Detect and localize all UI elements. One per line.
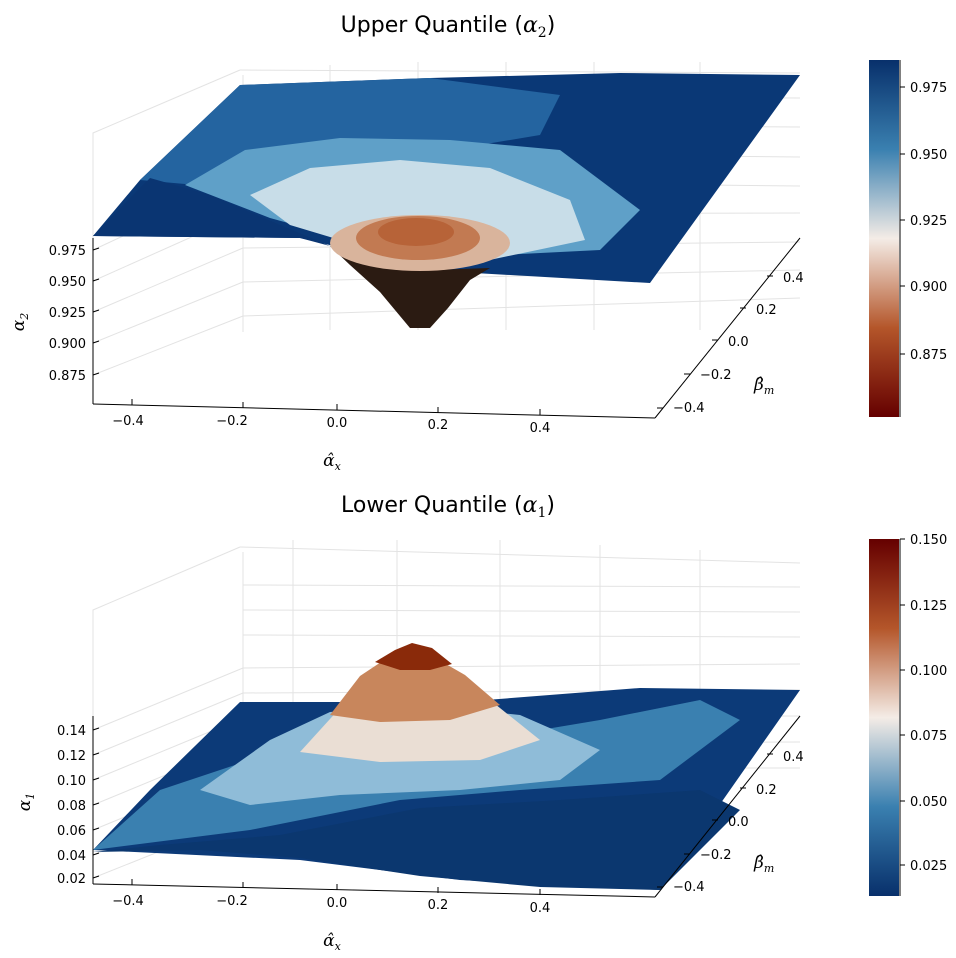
dip-funnel — [330, 246, 490, 328]
z-tick-label: 0.900 — [49, 337, 86, 352]
y-tick-label: 0.0 — [728, 815, 749, 830]
colorbar-tick-label: 0.100 — [910, 664, 947, 679]
x-tick-label: 0.2 — [428, 898, 449, 913]
y-tick-label: −0.2 — [700, 368, 732, 383]
y-tick-label: 0.4 — [783, 750, 804, 765]
x-axis-label: α̂x — [323, 451, 341, 473]
colorbar-tick-label: 0.150 — [910, 533, 947, 548]
x-tick-label: 0.2 — [428, 418, 449, 433]
surface-front-edge — [93, 178, 330, 246]
z-tick-label: 0.06 — [57, 824, 86, 839]
x-axis-label: α̂x — [323, 931, 341, 953]
surface-front-dark — [93, 790, 740, 890]
colorbar-tick-label: 0.950 — [910, 148, 947, 163]
y-axis: −0.4 −0.2 0.0 0.2 0.4 β̂m — [654, 237, 804, 419]
chart-title: Lower Quantile (α1) — [341, 493, 555, 521]
colorbar-tick-label: 0.025 — [910, 859, 947, 874]
colorbar-tick-label: 0.075 — [910, 729, 947, 744]
y-tick-label: −0.4 — [673, 880, 705, 895]
z-axis-label: α1 — [15, 793, 37, 811]
y-tick-label: 0.0 — [728, 335, 749, 350]
y-tick-label: −0.2 — [700, 848, 732, 863]
y-tick-label: −0.4 — [673, 401, 705, 416]
z-tick-label: 0.925 — [49, 306, 86, 321]
peak-top — [375, 643, 452, 670]
z-axis: 0.02 0.04 0.06 0.08 0.10 0.12 0.14 α1 — [15, 716, 100, 887]
peak-mid — [330, 652, 500, 722]
x-tick-label: −0.2 — [216, 894, 248, 909]
z-axis: 0.875 0.900 0.925 0.950 0.975 α2 — [9, 238, 100, 404]
x-tick-label: −0.2 — [216, 414, 248, 429]
surface — [93, 643, 800, 890]
z-tick-label: 0.975 — [49, 244, 86, 259]
y-axis: −0.4 −0.2 0.0 0.2 0.4 β̂m — [654, 715, 804, 898]
x-axis: −0.4 −0.2 0.0 0.2 0.4 α̂x — [92, 399, 656, 473]
upper-quantile-panel: Upper Quantile (α2) — [9, 13, 947, 473]
colorbar-tick-label: 0.875 — [910, 348, 947, 363]
lower-quantile-panel: Lower Quantile (α1) — [15, 493, 947, 953]
x-tick-label: 0.0 — [327, 896, 348, 911]
y-axis-label: β̂m — [753, 853, 774, 875]
z-tick-label: 0.950 — [49, 275, 86, 290]
x-tick-label: 0.0 — [327, 416, 348, 431]
x-tick-label: −0.4 — [112, 894, 144, 909]
z-axis-label: α2 — [9, 313, 31, 331]
z-tick-label: 0.04 — [57, 849, 86, 864]
z-tick-label: 0.10 — [57, 774, 86, 789]
x-tick-label: 0.4 — [530, 901, 551, 916]
y-tick-label: 0.2 — [756, 303, 777, 318]
colorbar: 0.875 0.900 0.925 0.950 0.975 — [869, 60, 947, 417]
y-tick-label: 0.2 — [756, 783, 777, 798]
dip-core — [378, 218, 454, 246]
colorbar-tick-label: 0.125 — [910, 599, 947, 614]
z-tick-label: 0.08 — [57, 799, 86, 814]
colorbar-gradient — [869, 539, 899, 896]
colorbar-gradient — [869, 60, 899, 417]
chart-title: Upper Quantile (α2) — [341, 13, 556, 41]
colorbar-tick-label: 0.975 — [910, 81, 947, 96]
y-tick-label: 0.4 — [783, 271, 804, 286]
colorbar-tick-label: 0.925 — [910, 214, 947, 229]
z-tick-label: 0.875 — [49, 369, 86, 384]
x-tick-label: 0.4 — [530, 421, 551, 436]
z-tick-label: 0.14 — [57, 724, 86, 739]
colorbar: 0.025 0.050 0.075 0.100 0.125 0.150 — [869, 533, 947, 896]
colorbar-tick-label: 0.900 — [910, 280, 947, 295]
z-tick-label: 0.02 — [57, 872, 86, 887]
x-axis: −0.4 −0.2 0.0 0.2 0.4 α̂x — [92, 879, 656, 953]
z-tick-label: 0.12 — [57, 749, 86, 764]
surface — [93, 73, 800, 328]
colorbar-tick-label: 0.050 — [910, 795, 947, 810]
y-axis-label: β̂m — [753, 375, 774, 397]
x-tick-label: −0.4 — [112, 414, 144, 429]
